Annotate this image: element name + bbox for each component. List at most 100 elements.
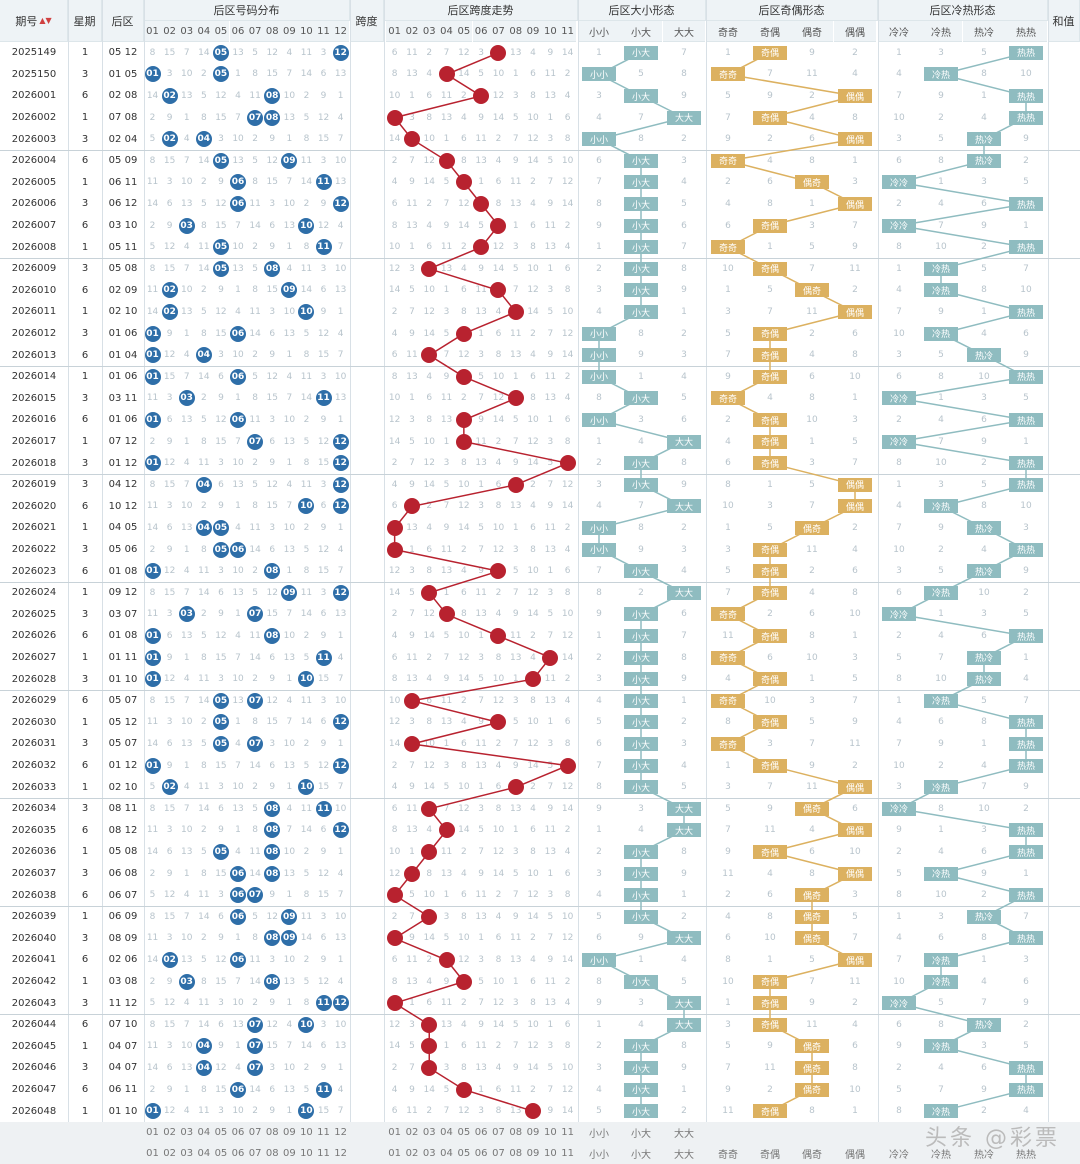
dist-omission: 15	[215, 328, 227, 339]
preselect-span[interactable]: 02	[403, 1122, 421, 1143]
dist-omission: 14	[198, 155, 210, 166]
preselect-number[interactable]: 12	[332, 1143, 350, 1164]
span-omission: 13	[510, 652, 522, 663]
preselect-span[interactable]: 03	[420, 1122, 438, 1143]
dist-col-label: 05	[212, 21, 230, 42]
preselect-size[interactable]: 大大	[663, 1122, 705, 1143]
dist-omission: 15	[215, 760, 227, 771]
row-weekday: 3	[81, 198, 89, 210]
hotcold-tag: 冷热	[924, 953, 958, 967]
span-omission: 9	[478, 112, 485, 123]
preselect-number[interactable]: 02	[161, 1122, 179, 1143]
span-omission: 2	[460, 998, 467, 1009]
size-omission: 2	[596, 1041, 602, 1052]
row-weekday: 6	[81, 954, 89, 966]
parity-omission: 10	[849, 1084, 861, 1095]
span-omission: 8	[564, 738, 571, 749]
dist-omission: 10	[232, 1106, 244, 1117]
hotcold-omission: 2	[981, 242, 987, 253]
dist-omission: 12	[317, 220, 330, 231]
dist-omission: 1	[286, 674, 293, 685]
parity-tag: 奇偶	[753, 434, 787, 449]
preselect-number[interactable]: 01	[144, 1122, 162, 1143]
size-omission: 2	[681, 717, 687, 728]
preselect-span[interactable]: 04	[437, 1143, 456, 1164]
preselect-number[interactable]: 08	[263, 1143, 281, 1164]
size-omission: 5	[681, 976, 687, 987]
dist-omission: 2	[200, 825, 207, 836]
preselect-span[interactable]: 06	[472, 1122, 490, 1143]
preselect-number[interactable]: 08	[263, 1122, 281, 1143]
preselect-span[interactable]: 01	[386, 1122, 404, 1143]
size-omission: 9	[681, 285, 687, 296]
preselect-span[interactable]: 07	[489, 1122, 508, 1143]
dist-omission: 1	[337, 1062, 344, 1073]
dist-omission: 15	[266, 285, 278, 296]
dist-omission: 12	[163, 998, 176, 1009]
parity-omission: 1	[852, 155, 858, 166]
hotcold-tag: 冷热	[924, 1039, 958, 1054]
dist-ball: 12	[332, 714, 349, 731]
preselect-number[interactable]: 11	[315, 1143, 333, 1164]
preselect-span[interactable]: 06	[472, 1143, 490, 1164]
preselect-span[interactable]: 05	[455, 1143, 473, 1164]
preselect-number[interactable]: 10	[297, 1143, 315, 1164]
preselect-number[interactable]: 05	[212, 1143, 230, 1164]
hotcold-omission: 4	[1023, 674, 1029, 685]
dist-ball: 09	[281, 930, 298, 947]
dist-omission: 9	[269, 890, 276, 901]
size-omission: 3	[596, 90, 602, 101]
preselect-number[interactable]: 04	[195, 1122, 213, 1143]
preselect-span[interactable]: 09	[524, 1122, 542, 1143]
preselect-number[interactable]: 10	[297, 1122, 315, 1143]
preselect-size[interactable]: 小大	[620, 1122, 662, 1143]
size-omission: 3	[596, 1062, 602, 1073]
preselect-span[interactable]: 08	[507, 1122, 525, 1143]
preselect-number[interactable]: 02	[161, 1143, 179, 1164]
col-header-period[interactable]: 期号 ▲▼	[0, 0, 68, 42]
preselect-number[interactable]: 09	[280, 1143, 298, 1164]
span-omission: 14	[388, 436, 401, 447]
parity-omission: 8	[809, 155, 815, 166]
preselect-number[interactable]: 03	[178, 1143, 196, 1164]
dist-col-label: 02	[161, 21, 179, 42]
preselect-span[interactable]: 04	[437, 1122, 456, 1143]
parity-omission: 8	[809, 868, 815, 879]
dist-omission: 14	[300, 609, 313, 620]
row-weekday: 1	[81, 911, 89, 923]
sort-arrow-icon[interactable]: ▲▼	[39, 16, 52, 25]
dist-omission: 3	[218, 458, 224, 469]
preselect-number[interactable]: 12	[332, 1122, 350, 1143]
preselect-number[interactable]: 01	[144, 1143, 162, 1164]
dist-omission: 7	[337, 350, 344, 361]
hotcold-omission: 8	[896, 242, 902, 253]
span-omission: 5	[443, 782, 450, 793]
preselect-span[interactable]: 05	[455, 1122, 473, 1143]
dist-omission: 4	[183, 674, 190, 685]
preselect-number[interactable]: 07	[246, 1143, 264, 1164]
preselect-number[interactable]: 06	[229, 1143, 247, 1164]
dist-omission: 9	[320, 738, 327, 749]
preselect-number[interactable]: 07	[246, 1122, 264, 1143]
preselect-span[interactable]: 01	[386, 1143, 404, 1164]
preselect-number[interactable]: 11	[315, 1122, 333, 1143]
preselect-number[interactable]: 05	[212, 1122, 230, 1143]
parity-omission: 4	[725, 436, 731, 447]
preselect-number[interactable]: 06	[229, 1122, 247, 1143]
preselect-size[interactable]: 小小	[578, 1122, 620, 1143]
preselect-span[interactable]: 03	[420, 1143, 438, 1164]
parity-omission: 9	[809, 998, 815, 1009]
preselect-span[interactable]: 11	[559, 1122, 577, 1143]
preselect-number[interactable]: 04	[195, 1143, 213, 1164]
span-omission: 3	[512, 998, 519, 1009]
preselect-number[interactable]: 09	[280, 1122, 298, 1143]
dist-ball: 01	[144, 325, 161, 342]
preselect-span[interactable]: 02	[403, 1143, 421, 1164]
dist-omission: 7	[286, 501, 293, 512]
dist-omission: 13	[283, 328, 296, 339]
preselect-number[interactable]: 03	[178, 1122, 196, 1143]
span-omission: 11	[544, 825, 557, 836]
preselect-span[interactable]: 10	[541, 1122, 559, 1143]
parity-omission: 11	[722, 1106, 734, 1117]
